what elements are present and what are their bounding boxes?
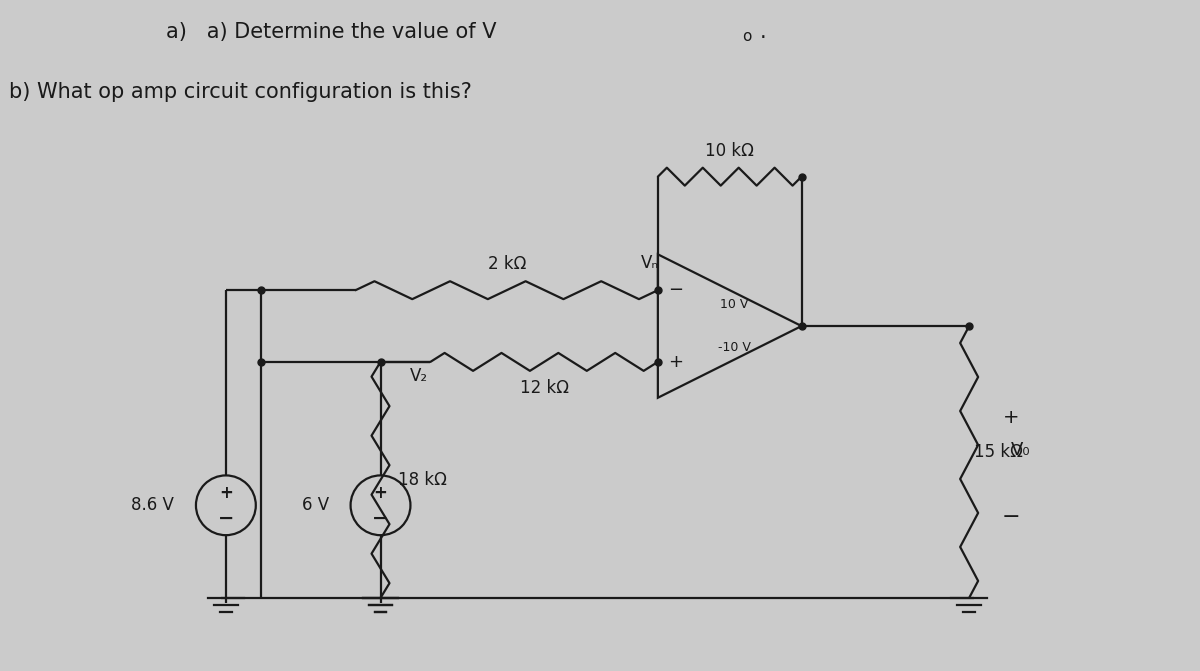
Text: -10 V: -10 V xyxy=(719,342,751,354)
Text: −: − xyxy=(372,509,389,527)
Text: Vₙ: Vₙ xyxy=(641,254,659,272)
Text: V₂: V₂ xyxy=(410,367,428,385)
Text: +: + xyxy=(373,484,388,503)
Text: +: + xyxy=(218,484,233,503)
Text: 12 kΩ: 12 kΩ xyxy=(520,379,569,397)
Text: 10 V: 10 V xyxy=(720,298,749,311)
Text: −: − xyxy=(668,281,683,299)
Text: 8.6 V: 8.6 V xyxy=(131,497,174,514)
Text: −: − xyxy=(217,509,234,527)
Text: 2 kΩ: 2 kΩ xyxy=(487,255,526,273)
Text: 10 kΩ: 10 kΩ xyxy=(706,142,754,160)
Text: +: + xyxy=(1003,408,1019,427)
Text: a)   a) Determine the value of V: a) a) Determine the value of V xyxy=(166,22,497,42)
Text: 15 kΩ: 15 kΩ xyxy=(974,443,1024,461)
Text: b) What op amp circuit configuration is this?: b) What op amp circuit configuration is … xyxy=(10,82,473,102)
Text: .: . xyxy=(760,22,767,42)
Text: o: o xyxy=(742,30,751,44)
Text: −: − xyxy=(1002,507,1020,527)
Text: 18 kΩ: 18 kΩ xyxy=(398,471,448,489)
Text: +: + xyxy=(668,353,683,371)
Text: V₀: V₀ xyxy=(1012,441,1031,459)
Text: 6 V: 6 V xyxy=(301,497,329,514)
